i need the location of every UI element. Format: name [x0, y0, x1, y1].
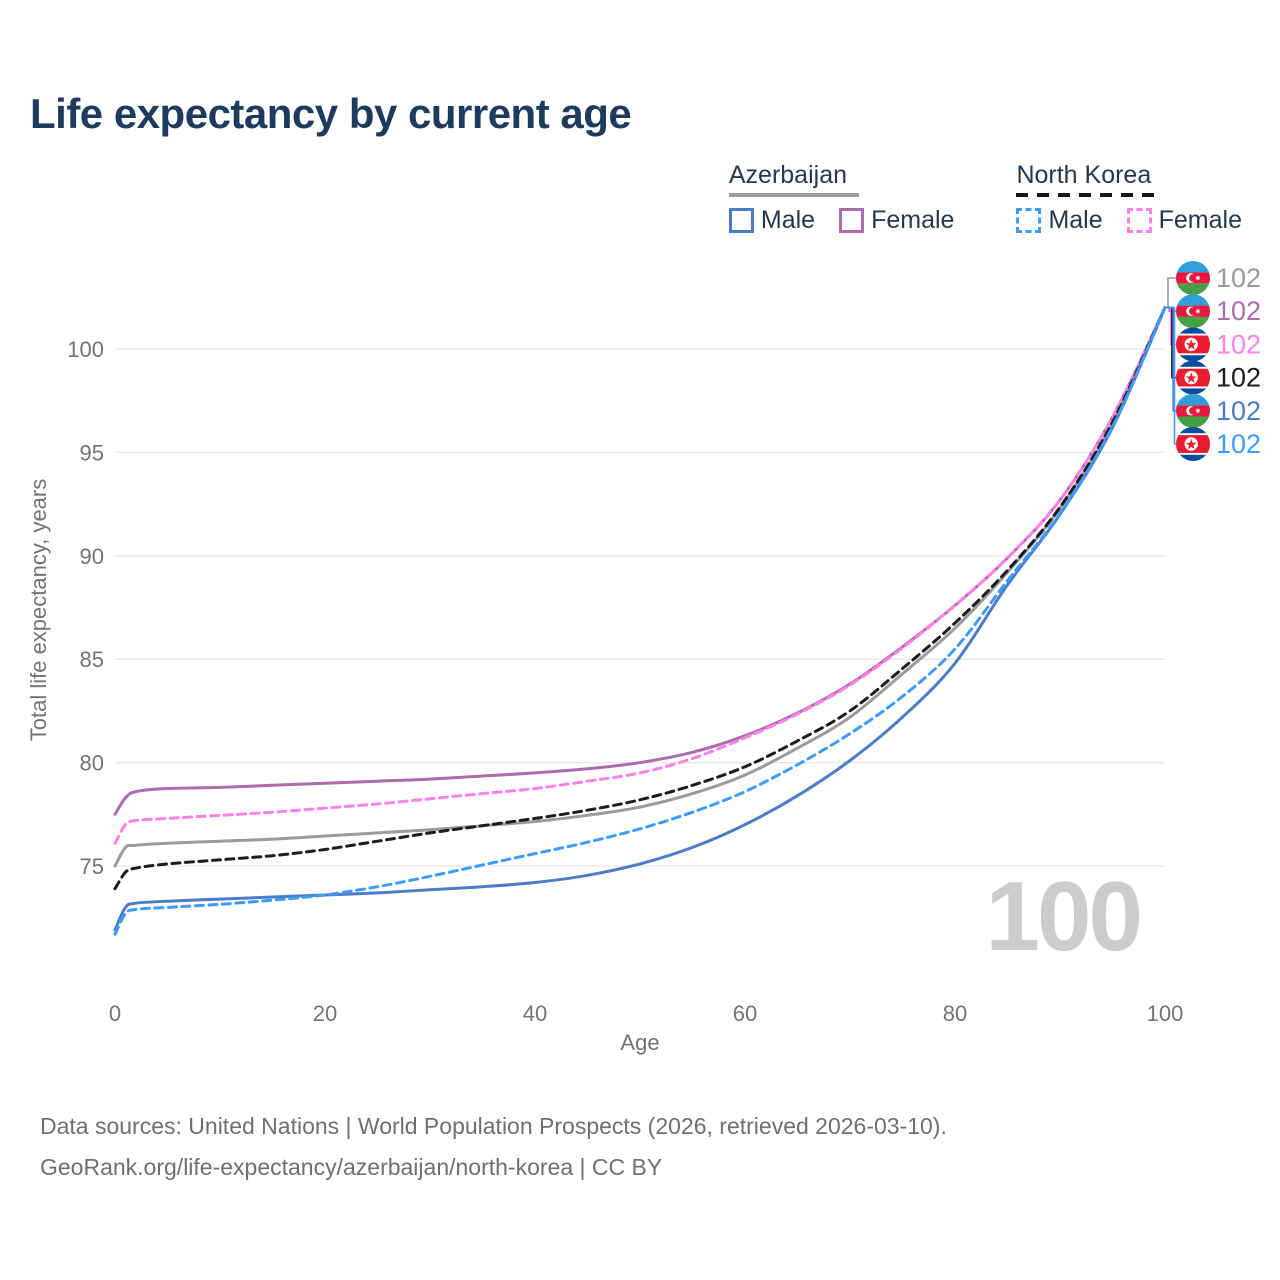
y-tick-label-80: 80 — [80, 751, 104, 776]
footer-attribution: GeoRank.org/life-expectancy/azerbaijan/n… — [40, 1154, 663, 1180]
y-tick-label-100: 100 — [67, 337, 104, 362]
series-line-azerbaijan-female[interactable] — [113, 306, 1167, 816]
legend-item-azerbaijan-male[interactable]: Male — [728, 205, 816, 235]
footer-data-sources: Data sources: United Nations | World Pop… — [40, 1113, 947, 1139]
age-counter-watermark: 100 — [985, 861, 1140, 971]
end-label-connector — [1165, 277, 1176, 309]
legend-item-north-korea-male[interactable]: Male — [1016, 205, 1103, 235]
x-tick-label-100: 100 — [1147, 1001, 1184, 1026]
y-tick-label-85: 85 — [80, 647, 104, 672]
dashed-line-swatch-icon — [1126, 207, 1152, 233]
flag-icon-north-korea — [1176, 327, 1210, 361]
series-lines — [113, 306, 1167, 936]
dashed-line-swatch-icon — [1016, 207, 1042, 233]
x-tick-label-60: 60 — [733, 1001, 757, 1026]
legend-item-label: Female — [1158, 205, 1242, 234]
legend-item-north-korea-female[interactable]: Female — [1126, 205, 1242, 235]
y-tick-label-95: 95 — [80, 440, 104, 465]
flag-icon-azerbaijan — [1176, 294, 1210, 328]
end-value-label: 102 — [1216, 263, 1261, 293]
series-line-azerbaijan-male[interactable] — [113, 306, 1167, 932]
end-value-label: 102 — [1216, 429, 1261, 459]
solid-line-swatch-icon — [728, 207, 754, 233]
gridlines: 75 80 85 90 95 100 — [67, 337, 1165, 879]
legend-item-label: Male — [1048, 205, 1103, 234]
solid-line-swatch-icon — [839, 207, 865, 233]
x-tick-label-40: 40 — [523, 1001, 547, 1026]
flag-icon-north-korea — [1176, 427, 1210, 461]
legend-underline-dashed — [1016, 192, 1159, 197]
end-value-label: 102 — [1216, 296, 1261, 326]
legend-item-label: Female — [871, 205, 955, 234]
flag-icon-azerbaijan — [1176, 261, 1210, 295]
end-value-label: 102 — [1216, 396, 1261, 426]
y-tick-label-90: 90 — [80, 544, 104, 569]
x-axis-title: Age — [620, 1030, 659, 1055]
legend-underline-solid — [728, 192, 859, 197]
x-tick-label-20: 20 — [313, 1001, 337, 1026]
flag-icon-azerbaijan — [1176, 394, 1210, 428]
series-line-north-korea-female[interactable] — [113, 306, 1167, 845]
x-tick-label-0: 0 — [109, 1001, 121, 1026]
legend-group-north-korea: North Korea Male Female — [1016, 161, 1242, 235]
chart-legend: Azerbaijan Male Female North Korea Male Femal… — [728, 161, 1242, 235]
legend-group-title-azerbaijan: Azerbaijan — [728, 161, 859, 197]
flag-icon-north-korea — [1176, 361, 1210, 395]
chart-title: Life expectancy by current age — [30, 90, 632, 137]
legend-item-label: Male — [760, 205, 816, 234]
y-tick-label-75: 75 — [80, 854, 104, 879]
chart-footer: Data sources: United Nations | World Pop… — [40, 1106, 947, 1188]
x-tick-label-80: 80 — [943, 1001, 967, 1026]
legend-group-azerbaijan: Azerbaijan Male Female — [728, 161, 954, 235]
end-label-connector — [1165, 306, 1176, 445]
series-line-north-korea-total[interactable] — [113, 306, 1167, 891]
end-label-connectors — [1165, 277, 1176, 445]
end-value-label: 102 — [1216, 329, 1261, 359]
y-axis-title: Total life expectancy, years — [26, 479, 51, 742]
legend-group-title-north-korea: North Korea — [1016, 161, 1159, 197]
legend-item-azerbaijan-female[interactable]: Female — [839, 206, 954, 235]
end-value-label: 102 — [1216, 363, 1261, 393]
series-line-north-korea-male[interactable] — [113, 306, 1167, 936]
